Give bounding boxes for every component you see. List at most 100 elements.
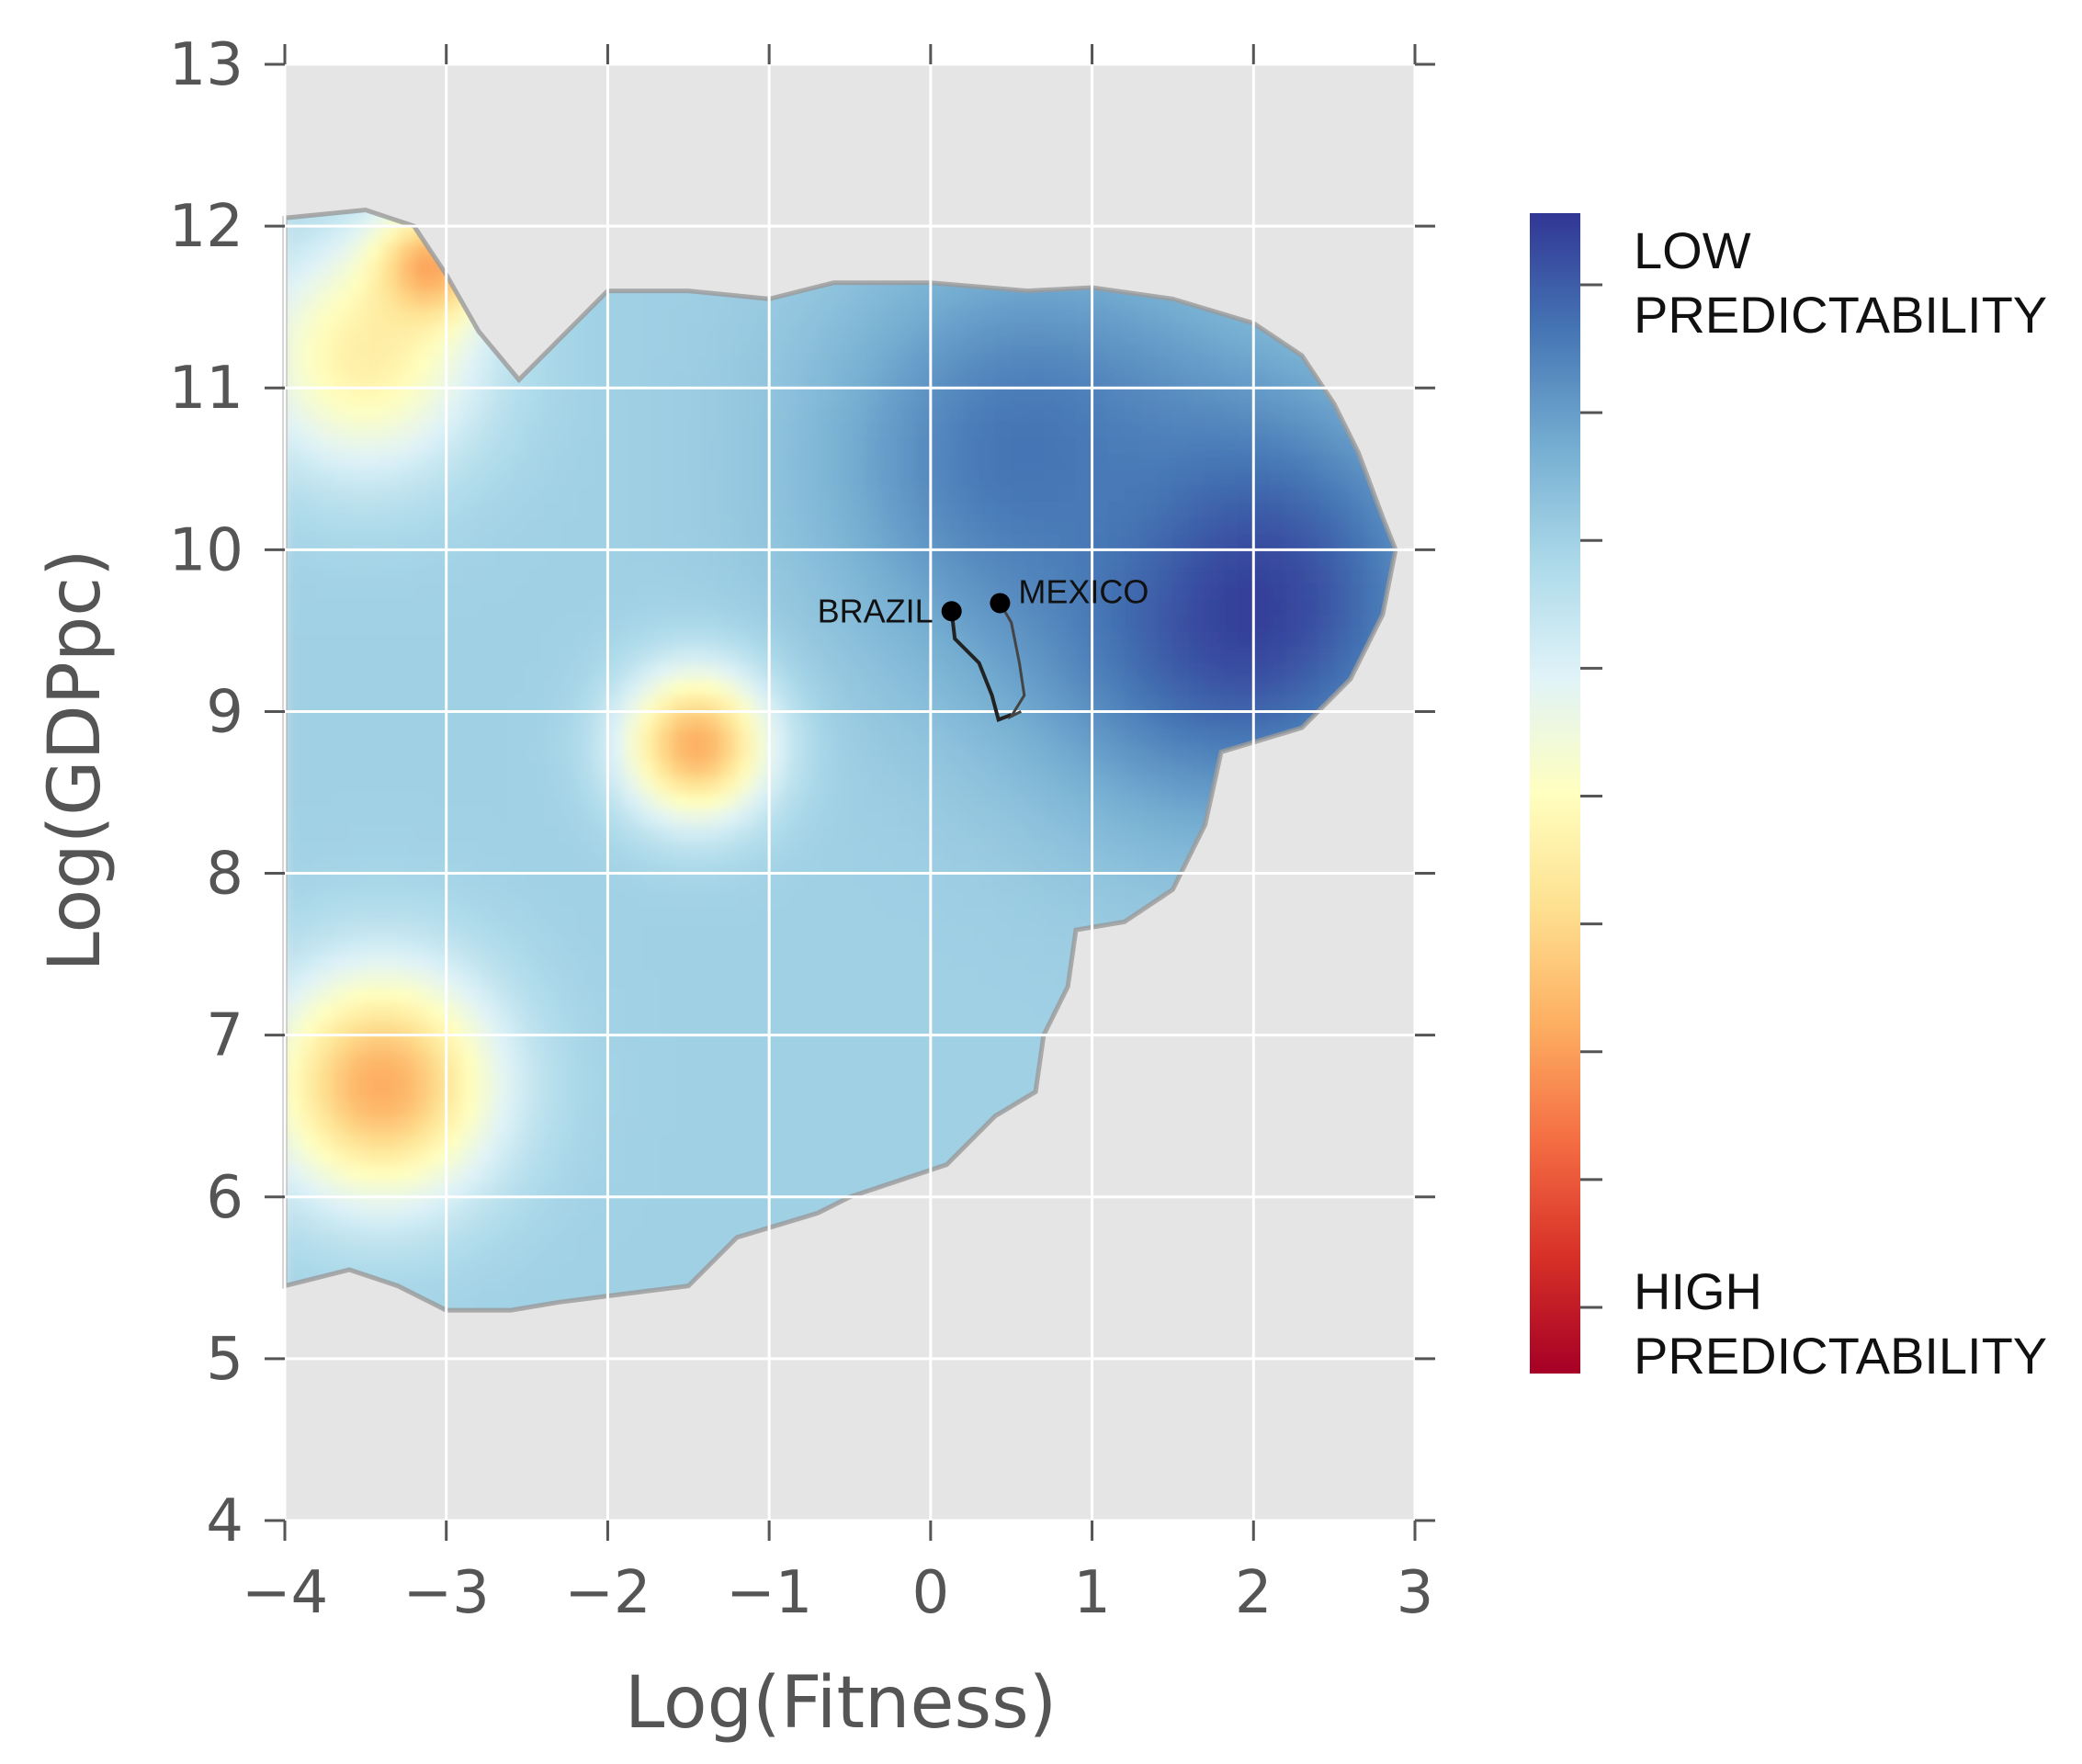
- heatmap-cell: [543, 824, 560, 842]
- heatmap-cell: [511, 403, 528, 422]
- heatmap-cell: [720, 1148, 738, 1166]
- heatmap-cell: [898, 420, 916, 437]
- heatmap-cell: [494, 970, 512, 988]
- heatmap-cell: [930, 662, 948, 681]
- heatmap-cell: [559, 873, 577, 891]
- heatmap-cell: [1092, 647, 1110, 664]
- heatmap-cell: [398, 938, 415, 956]
- heatmap-cell: [381, 1164, 399, 1182]
- heatmap-cell: [1027, 824, 1045, 842]
- heatmap-cell: [1092, 501, 1110, 519]
- heatmap-cell: [639, 792, 658, 810]
- heatmap-cell: [526, 728, 545, 745]
- heatmap-cell: [946, 420, 964, 437]
- heatmap-cell: [430, 808, 447, 826]
- heatmap-cell: [833, 1148, 851, 1166]
- heatmap-cell: [398, 970, 415, 988]
- heatmap-cell: [930, 856, 948, 875]
- heatmap-cell: [349, 356, 367, 373]
- heatmap-cell: [833, 388, 851, 405]
- heatmap-cell: [1059, 484, 1077, 503]
- heatmap-cell: [688, 662, 706, 681]
- heatmap-cell: [446, 484, 464, 503]
- heatmap-cell: [930, 356, 948, 373]
- heatmap-cell: [656, 743, 673, 762]
- heatmap-cell: [817, 743, 835, 762]
- heatmap-cell: [656, 1196, 673, 1215]
- heatmap-cell: [639, 420, 658, 437]
- heatmap-cell: [462, 533, 480, 551]
- heatmap-cell: [688, 549, 706, 567]
- heatmap-cell: [688, 1051, 706, 1069]
- heatmap-cell: [785, 728, 803, 745]
- heatmap-cell: [1027, 307, 1045, 324]
- heatmap-cell: [543, 388, 560, 405]
- heatmap-cell: [639, 1002, 658, 1020]
- heatmap-cell: [720, 452, 738, 470]
- heatmap-cell: [591, 1245, 609, 1263]
- heatmap-cell: [381, 1229, 399, 1247]
- heatmap-cell: [639, 614, 658, 632]
- heatmap-cell: [349, 728, 367, 745]
- heatmap-cell: [882, 452, 900, 470]
- heatmap-cell: [785, 1067, 803, 1085]
- heatmap-cell: [850, 1083, 867, 1102]
- heatmap-cell: [737, 1181, 754, 1198]
- heatmap-cell: [833, 922, 851, 939]
- heatmap-cell: [333, 938, 351, 956]
- heatmap-cell: [704, 1067, 722, 1085]
- heatmap-cell: [946, 452, 964, 470]
- heatmap-cell: [688, 339, 706, 356]
- heatmap-cell: [413, 484, 432, 503]
- heatmap-cell: [1027, 388, 1045, 405]
- heatmap-cell: [430, 290, 447, 309]
- heatmap-cell: [914, 1115, 932, 1134]
- heatmap-cell: [591, 695, 609, 713]
- heatmap-cell: [672, 1213, 690, 1230]
- heatmap-cell: [769, 1196, 786, 1215]
- heatmap-cell: [1059, 841, 1077, 858]
- heatmap-cell: [979, 792, 997, 810]
- heatmap-cell: [607, 1196, 625, 1215]
- heatmap-cell: [1124, 728, 1142, 745]
- heatmap-cell: [898, 1115, 916, 1134]
- heatmap-cell: [511, 484, 528, 503]
- heatmap-cell: [866, 371, 884, 390]
- heatmap-cell: [446, 1132, 464, 1149]
- heatmap-cell: [801, 856, 819, 875]
- heatmap-cell: [720, 1213, 738, 1230]
- heatmap-cell: [995, 775, 1013, 794]
- heatmap-cell: [300, 662, 319, 681]
- heatmap-cell: [381, 760, 399, 777]
- heatmap-cell: [914, 549, 932, 567]
- heatmap-cell: [769, 743, 786, 762]
- heatmap-cell: [688, 922, 706, 939]
- heatmap-cell: [559, 662, 577, 681]
- heatmap-cell: [1092, 679, 1110, 696]
- heatmap-cell: [704, 1083, 722, 1102]
- heatmap-cell: [769, 986, 786, 1004]
- heatmap-cell: [478, 1213, 496, 1230]
- heatmap-cell: [1027, 808, 1045, 826]
- heatmap-cell: [446, 873, 464, 891]
- heatmap-cell: [575, 856, 593, 875]
- heatmap-cell: [381, 484, 399, 503]
- heatmap-cell: [543, 970, 560, 988]
- heatmap-cell: [785, 873, 803, 891]
- heatmap-cell: [300, 1019, 319, 1036]
- heatmap-cell: [575, 420, 593, 437]
- heatmap-cell: [914, 420, 932, 437]
- heatmap-cell: [737, 1019, 754, 1036]
- heatmap-cell: [946, 775, 964, 794]
- heatmap-cell: [494, 922, 512, 939]
- heatmap-cell: [866, 889, 884, 907]
- heatmap-cell: [365, 549, 383, 567]
- heatmap-cell: [639, 290, 658, 309]
- heatmap-cell: [624, 1115, 641, 1134]
- heatmap-cell: [801, 760, 819, 777]
- heatmap-cell: [672, 905, 690, 923]
- heatmap-cell: [817, 1067, 835, 1085]
- heatmap-cell: [930, 647, 948, 664]
- heatmap-cell: [494, 598, 512, 616]
- heatmap-cell: [559, 808, 577, 826]
